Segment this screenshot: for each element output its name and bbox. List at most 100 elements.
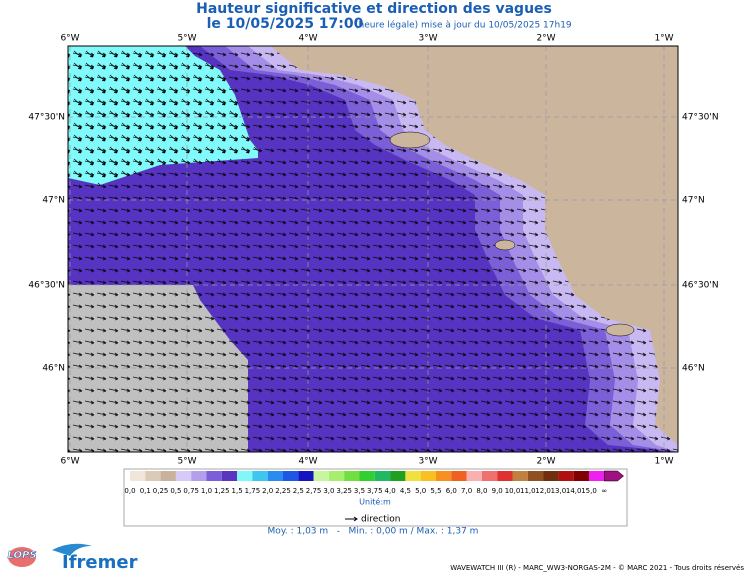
lat-label-right: 47°30'N (682, 113, 719, 123)
legend-label: 2,75 (306, 487, 322, 495)
legend-label: 1,5 (232, 487, 243, 495)
legend-swatch (573, 471, 589, 481)
legend-swatch (145, 471, 161, 481)
legend-swatch (543, 471, 559, 481)
lat-label-left: 47°30'N (28, 113, 65, 123)
footer: WAVEWATCH III (R) - MARC_WW3-NORGAS-2M -… (450, 564, 744, 572)
legend-swatch (237, 471, 253, 481)
legend-swatch (359, 471, 375, 481)
legend-swatch (298, 471, 314, 481)
lon-label-top: 1°W (654, 34, 673, 44)
legend-swatch (313, 471, 329, 481)
legend-swatch (283, 471, 299, 481)
legend-label: 2,25 (275, 487, 291, 495)
legend-swatch (175, 471, 192, 481)
lon-label-bottom: 1°W (654, 457, 673, 467)
legend-swatch (497, 471, 513, 481)
legend-swatch (466, 471, 482, 481)
lon-label-bottom: 6°W (60, 457, 79, 467)
legend-swatch (527, 471, 544, 481)
legend-swatch (512, 471, 528, 481)
legend-arrow (604, 470, 624, 482)
map (67, 45, 679, 453)
legend-swatch (328, 471, 345, 481)
legend-swatch (405, 471, 421, 481)
lops-logo (8, 547, 36, 567)
legend-label: 4,5 (400, 487, 411, 495)
legend-label: 0,0 (124, 487, 135, 495)
legend-label: 0,75 (183, 487, 199, 495)
legend-swatch (267, 471, 283, 481)
island (605, 323, 635, 337)
lat-label-right: 46°N (682, 364, 705, 374)
direction-arrow (345, 516, 358, 522)
legend-swatch (221, 471, 238, 481)
lon-label-top: 5°W (177, 34, 196, 44)
legend-label: 8,0 (476, 487, 487, 495)
legend-label: 12,0 (535, 487, 551, 495)
legend-swatch (130, 471, 146, 481)
legend-label: ∞ (601, 487, 607, 495)
wave-arrows-calm (68, 46, 258, 185)
lon-label-top: 2°W (536, 34, 555, 44)
lat-label-right: 46°30'N (682, 281, 719, 291)
legend-label: 3,5 (354, 487, 365, 495)
legend-label: 1,0 (201, 487, 212, 495)
legend-label: 1,75 (245, 487, 261, 495)
legend-label: 9,0 (492, 487, 503, 495)
legend-label: 3,25 (336, 487, 352, 495)
legend-label: 5,5 (430, 487, 441, 495)
legend-label: 5,0 (415, 487, 426, 495)
lat-label-left: 46°30'N (28, 281, 65, 291)
legend-swatch (374, 471, 391, 481)
lat-label-left: 46°N (42, 364, 65, 374)
legend-label: 3,0 (323, 487, 334, 495)
date: le 10/05/2025 17:00 (207, 16, 364, 32)
title: Hauteur significative et direction des v… (196, 1, 552, 17)
ifremer-text: Ifremer (62, 552, 138, 573)
unit: Unité:m (359, 497, 391, 507)
island (389, 131, 431, 149)
lon-label-bottom: 4°W (298, 457, 317, 467)
legend-label: 0,25 (153, 487, 169, 495)
legend-label: 1,25 (214, 487, 230, 495)
legend-label: 15,0 (581, 487, 597, 495)
legend-label: 13,0 (551, 487, 567, 495)
legend-swatch (252, 471, 268, 481)
legend-swatch (206, 471, 222, 481)
ifremer-mark (52, 543, 92, 556)
lon-label-top: 4°W (298, 34, 317, 44)
legend-label: 7,0 (461, 487, 472, 495)
legend-swatch (481, 471, 498, 481)
legend-label: 2,0 (262, 487, 273, 495)
lops-text: LOPS (7, 550, 36, 561)
legend-label: 0,5 (170, 487, 181, 495)
legend-swatch (390, 471, 406, 481)
legend-swatch (344, 471, 360, 481)
lat-label-left: 47°N (42, 196, 65, 206)
legend-label: 3,75 (367, 487, 383, 495)
legend-label: 4,0 (385, 487, 396, 495)
lon-label-bottom: 3°W (418, 457, 437, 467)
legend-swatch (558, 471, 574, 481)
legend-swatch (451, 471, 467, 481)
legend-label: 10,0 (505, 487, 521, 495)
update-note: (heure légale) mise à jour du 10/05/2025… (355, 20, 572, 31)
legend-label: 6,0 (446, 487, 457, 495)
legend-swatch (160, 471, 176, 481)
map-frame (67, 45, 679, 453)
land (270, 46, 678, 445)
legend-swatch (191, 471, 207, 481)
legend-label: 11,0 (520, 487, 536, 495)
legend-swatch (436, 471, 452, 481)
legend-swatch (589, 471, 605, 481)
legend-label: 2,5 (293, 487, 304, 495)
lon-label-bottom: 2°W (536, 457, 555, 467)
lat-label-right: 47°N (682, 196, 705, 206)
legend-swatch (420, 471, 436, 481)
lon-label-top: 3°W (418, 34, 437, 44)
legend-label: 0,1 (140, 487, 151, 495)
lon-label-bottom: 5°W (177, 457, 196, 467)
direction-label: direction (361, 515, 400, 525)
